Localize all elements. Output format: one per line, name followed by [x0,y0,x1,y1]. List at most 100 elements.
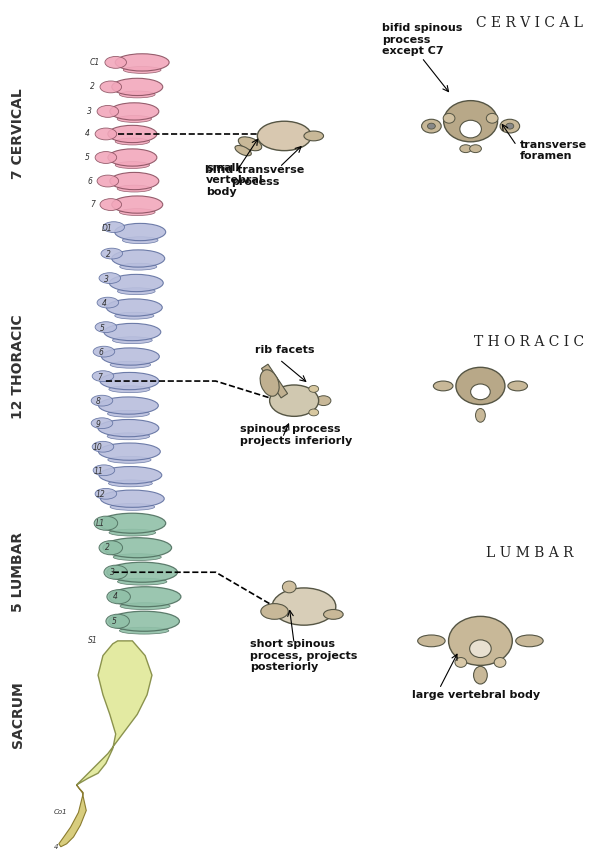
Ellipse shape [118,288,155,295]
Ellipse shape [120,264,157,271]
Ellipse shape [100,81,122,93]
Ellipse shape [109,386,150,393]
Ellipse shape [500,120,520,133]
Ellipse shape [95,322,116,333]
Text: small
vertebral
body: small vertebral body [206,164,263,197]
Ellipse shape [108,456,151,463]
Ellipse shape [123,67,161,74]
Ellipse shape [98,443,160,460]
Text: 5: 5 [112,616,116,626]
Ellipse shape [238,137,262,151]
Text: 12: 12 [95,490,105,499]
Ellipse shape [99,273,121,284]
Ellipse shape [487,114,498,123]
Ellipse shape [95,152,116,164]
Ellipse shape [112,336,152,343]
Ellipse shape [449,616,512,665]
Ellipse shape [98,420,159,437]
Ellipse shape [109,274,163,291]
Text: bifid spinous
process
except C7: bifid spinous process except C7 [382,23,463,56]
Ellipse shape [427,123,436,129]
Ellipse shape [112,78,163,95]
Text: 12 THORACIC: 12 THORACIC [11,314,25,419]
Text: 8: 8 [96,397,101,406]
Text: transverse
foramen: transverse foramen [520,140,587,161]
Ellipse shape [115,54,169,71]
Ellipse shape [103,222,125,232]
Ellipse shape [508,381,527,391]
Text: 7: 7 [90,200,95,209]
Ellipse shape [118,578,167,585]
Text: 2: 2 [106,250,111,259]
Ellipse shape [119,627,169,634]
Text: bifid transverse
process: bifid transverse process [205,166,305,187]
Text: spinous process
projects inferiorly: spinous process projects inferiorly [240,424,352,446]
Text: rib facets: rib facets [255,345,314,355]
Ellipse shape [100,199,122,211]
Ellipse shape [443,114,455,123]
Ellipse shape [97,106,119,117]
Text: 5: 5 [100,323,105,333]
Ellipse shape [506,123,514,129]
Ellipse shape [104,323,161,341]
Ellipse shape [107,590,130,603]
Ellipse shape [109,587,181,607]
Text: SACRUM: SACRUM [11,681,25,747]
Ellipse shape [115,161,149,168]
Ellipse shape [120,603,170,610]
Ellipse shape [272,588,336,625]
Ellipse shape [235,146,251,156]
Text: 4: 4 [113,592,118,601]
Ellipse shape [109,529,155,536]
Text: 7: 7 [97,373,102,381]
Ellipse shape [283,581,296,593]
FancyArrow shape [262,364,287,398]
Ellipse shape [309,386,319,393]
Text: 3: 3 [87,107,92,116]
Ellipse shape [110,173,159,190]
Ellipse shape [106,299,162,316]
Ellipse shape [309,409,319,416]
Text: L1: L1 [96,518,105,528]
Ellipse shape [91,395,113,406]
Text: 2: 2 [105,544,110,552]
Ellipse shape [456,368,505,405]
Ellipse shape [107,410,149,417]
Ellipse shape [95,488,116,499]
Ellipse shape [119,209,155,216]
Ellipse shape [103,538,172,557]
Ellipse shape [117,115,151,122]
Ellipse shape [323,610,343,619]
Ellipse shape [104,565,127,579]
Ellipse shape [91,418,113,428]
Ellipse shape [112,250,165,267]
Text: L U M B A R: L U M B A R [485,545,573,559]
Text: 5 LUMBAR: 5 LUMBAR [11,532,25,612]
Ellipse shape [460,145,472,153]
Text: 6: 6 [87,177,92,186]
Ellipse shape [115,312,154,319]
Ellipse shape [99,466,162,484]
Text: T H O R A C I C: T H O R A C I C [475,335,584,349]
Text: 9: 9 [96,420,101,428]
Ellipse shape [455,657,467,668]
Text: 7 CERVICAL: 7 CERVICAL [11,88,25,179]
Text: 10: 10 [92,443,102,453]
Ellipse shape [119,91,155,98]
Ellipse shape [443,101,497,142]
Ellipse shape [101,348,160,365]
Ellipse shape [92,441,114,452]
Ellipse shape [109,611,179,631]
Ellipse shape [122,237,158,244]
Ellipse shape [460,121,481,138]
Text: 4: 4 [54,844,58,850]
Polygon shape [76,641,152,785]
Polygon shape [59,785,86,847]
Ellipse shape [95,128,116,140]
Ellipse shape [110,103,159,120]
Text: C E R V I C A L: C E R V I C A L [476,16,583,30]
Text: short spinous
process, projects
posteriorly: short spinous process, projects posterio… [250,639,358,672]
Ellipse shape [261,603,288,619]
Text: Co1: Co1 [54,810,68,816]
Ellipse shape [260,369,279,396]
